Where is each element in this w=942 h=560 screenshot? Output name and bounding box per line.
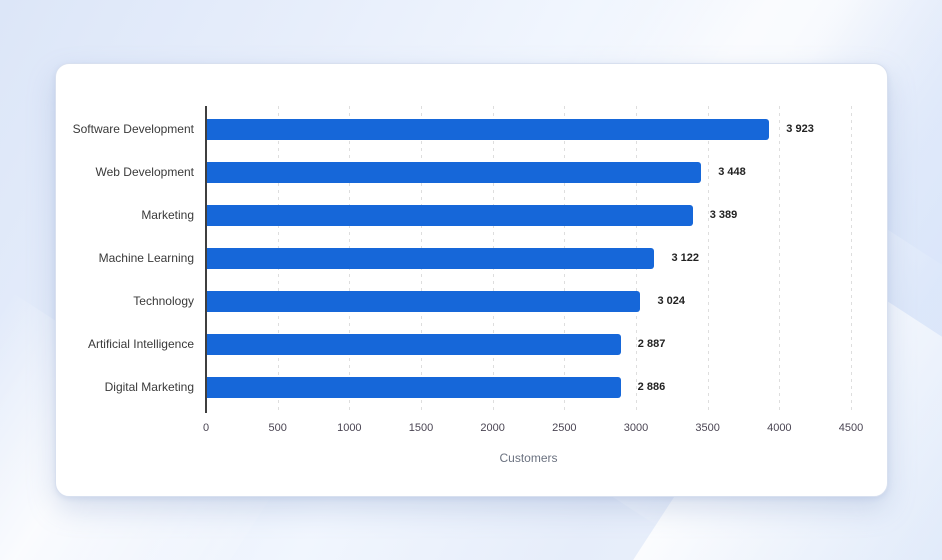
value-label: 2 887 (637, 338, 666, 350)
category-label: Software Development (72, 122, 194, 136)
bar (207, 377, 621, 398)
x-tick-label: 4000 (767, 422, 792, 434)
x-tick-label: 1500 (408, 422, 434, 434)
chart-card: Customers 0 500 1000 1500 2000 2500 3000 3500 40… (55, 63, 888, 497)
category-label: Technology (133, 294, 194, 308)
value-label: 3 122 (671, 252, 700, 264)
vertical-gridline (779, 106, 781, 413)
value-label: 2 886 (637, 381, 666, 393)
value-label: 3 024 (657, 295, 685, 307)
vertical-gridline (851, 106, 852, 413)
bar (207, 119, 770, 140)
value-label: 3 923 (786, 123, 814, 135)
category-label: Digital Marketing (104, 380, 194, 394)
x-axis-title: Customers (499, 451, 558, 465)
x-tick-label: 1000 (337, 422, 362, 434)
x-tick-label: 500 (268, 422, 287, 434)
x-tick-label: 4500 (838, 422, 864, 434)
category-label: Artificial Intelligence (87, 337, 194, 351)
x-tick-label: 2500 (552, 422, 577, 434)
bar (207, 334, 621, 355)
x-tick-label: 3500 (695, 422, 720, 434)
x-tick-label: 3000 (623, 422, 649, 434)
bar (207, 248, 655, 269)
bar (207, 205, 693, 226)
x-tick-label: 2000 (480, 422, 505, 434)
bar (207, 291, 641, 312)
category-label: Web Development (95, 165, 195, 179)
horizontal-bar-chart: Customers 0 500 1000 1500 2000 2500 3000 3500 40… (56, 64, 887, 496)
vertical-gridline (707, 106, 709, 413)
value-label: 3 448 (718, 166, 746, 178)
value-label: 3 389 (709, 209, 738, 221)
x-tick-label: 0 (202, 422, 210, 434)
y-axis-line (205, 106, 207, 413)
category-label: Marketing (141, 208, 194, 222)
bar (207, 162, 702, 183)
category-label: Machine Learning (98, 251, 194, 265)
